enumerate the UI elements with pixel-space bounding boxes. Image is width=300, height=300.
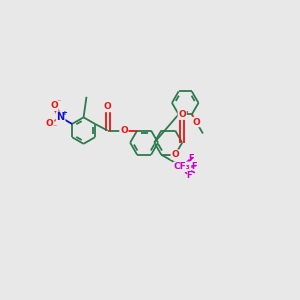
Text: ⁻: ⁻ — [52, 122, 56, 131]
Text: O: O — [192, 118, 200, 127]
Text: O: O — [120, 126, 128, 135]
Text: F: F — [188, 154, 194, 163]
Text: O: O — [171, 150, 179, 159]
Text: F: F — [192, 162, 197, 171]
Text: ⁻: ⁻ — [56, 98, 61, 107]
Text: O: O — [50, 101, 58, 110]
Text: O: O — [104, 102, 112, 111]
Text: CF₃: CF₃ — [174, 162, 190, 171]
Text: F: F — [186, 170, 191, 179]
Text: N: N — [56, 112, 64, 122]
Text: +: + — [61, 110, 67, 116]
Text: O: O — [178, 110, 186, 119]
Text: O: O — [46, 119, 54, 128]
